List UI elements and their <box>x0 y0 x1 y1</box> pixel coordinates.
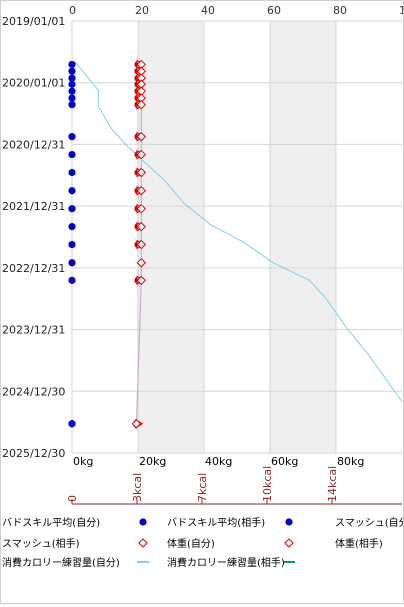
shaded-band <box>270 21 336 453</box>
date-tick-label: 2024/12/30 <box>2 385 65 398</box>
legend-label: バドスキル平均(自分) <box>2 516 100 529</box>
top-tick-label: 0 <box>69 4 76 17</box>
calorie-tick-label: 10kcal <box>261 466 274 502</box>
point-series-0 <box>68 205 76 213</box>
bottom-tick-label: 60kg <box>271 455 298 468</box>
top-tick-label: 20 <box>135 4 149 17</box>
point-series-0 <box>68 420 76 428</box>
point-series-0 <box>68 87 76 95</box>
point-series-0 <box>68 168 76 177</box>
series-points <box>68 59 147 429</box>
point-series-4 <box>136 167 147 178</box>
legend-swatch <box>139 518 147 526</box>
legend-label: バドスキル平均(相手) <box>167 516 265 529</box>
top-tick-label: 60 <box>267 4 281 17</box>
legend: バドスキル平均(自分) バドスキル平均(相手) スマッシュ(自分) スマッシュ(相手)… <box>2 516 403 569</box>
point-series-0 <box>68 74 76 82</box>
point-series-0 <box>68 133 76 141</box>
date-axis: 2019/01/01 2020/01/01 2020/12/31 2021/12/31… <box>2 15 65 460</box>
point-series-0 <box>68 223 76 231</box>
calorie-tick-label: 0 <box>66 495 79 502</box>
legend-label: 消費カロリー練習量(自分) <box>2 556 120 569</box>
date-tick-label: 2019/01/01 <box>2 15 65 28</box>
grid-lines <box>71 20 402 454</box>
top-tick-label: 10 <box>399 4 403 17</box>
legend-swatch <box>284 538 294 548</box>
point-series-4 <box>136 275 147 286</box>
point-series-4 <box>136 186 147 196</box>
bottom-tick-label: 80kg <box>337 455 364 468</box>
point-series-0 <box>68 101 76 109</box>
point-series-0 <box>68 150 76 159</box>
point-series-4 <box>136 239 147 250</box>
point-series-0 <box>68 259 76 267</box>
point-series-0 <box>68 240 76 249</box>
point-series-4 <box>136 149 147 160</box>
calorie-tick-label: 3kcal <box>131 473 144 502</box>
shaded-band <box>138 21 204 453</box>
point-series-4 <box>136 99 147 110</box>
point-series-0 <box>68 276 76 284</box>
point-series-0 <box>68 94 76 102</box>
date-tick-label: 2023/12/31 <box>2 324 65 337</box>
series-line <box>74 61 402 402</box>
legend-label: スマッシュ(自分) <box>335 516 403 529</box>
point-series-0 <box>68 60 76 69</box>
date-tick-label: 2020/01/01 <box>2 77 65 90</box>
legend-label: 消費カロリー練習量(相手) <box>167 556 285 569</box>
point-series-4 <box>136 221 147 232</box>
date-tick-label: 2020/12/31 <box>2 138 65 151</box>
calorie-axis: 0 3kcal 7kcal 10kcal 14kcal <box>66 466 402 505</box>
top-tick-label: 80 <box>333 4 347 17</box>
legend-label: スマッシュ(相手) <box>2 537 80 550</box>
calorie-tick-label: 7kcal <box>196 473 209 502</box>
bottom-axis: 0kg 20kg 40kg 60kg 80kg <box>73 455 364 468</box>
top-tick-label: 40 <box>201 4 215 17</box>
calorie-tick-label: 14kcal <box>326 466 339 502</box>
point-series-4 <box>136 203 147 214</box>
legend-label: 体重(自分) <box>167 537 215 550</box>
top-axis: 0 20 40 60 80 10 <box>69 4 404 17</box>
legend-label: 体重(相手) <box>335 537 383 550</box>
bottom-tick-label: 40kg <box>205 455 232 468</box>
bottom-tick-label: 0kg <box>73 455 93 468</box>
point-series-0 <box>68 187 76 195</box>
series-lines <box>74 61 402 424</box>
point-series-0 <box>68 80 76 88</box>
date-tick-label: 2022/12/31 <box>2 262 65 275</box>
point-series-4 <box>131 419 142 429</box>
point-series-0 <box>68 67 76 75</box>
date-tick-label: 2025/12/30 <box>2 447 65 460</box>
bottom-tick-label: 20kg <box>139 455 166 468</box>
point-series-4 <box>136 258 147 268</box>
legend-swatch <box>138 538 148 548</box>
legend-swatch <box>285 518 293 526</box>
point-series-4 <box>136 131 147 142</box>
date-tick-label: 2021/12/31 <box>2 200 65 213</box>
shaded-bands <box>138 21 336 453</box>
